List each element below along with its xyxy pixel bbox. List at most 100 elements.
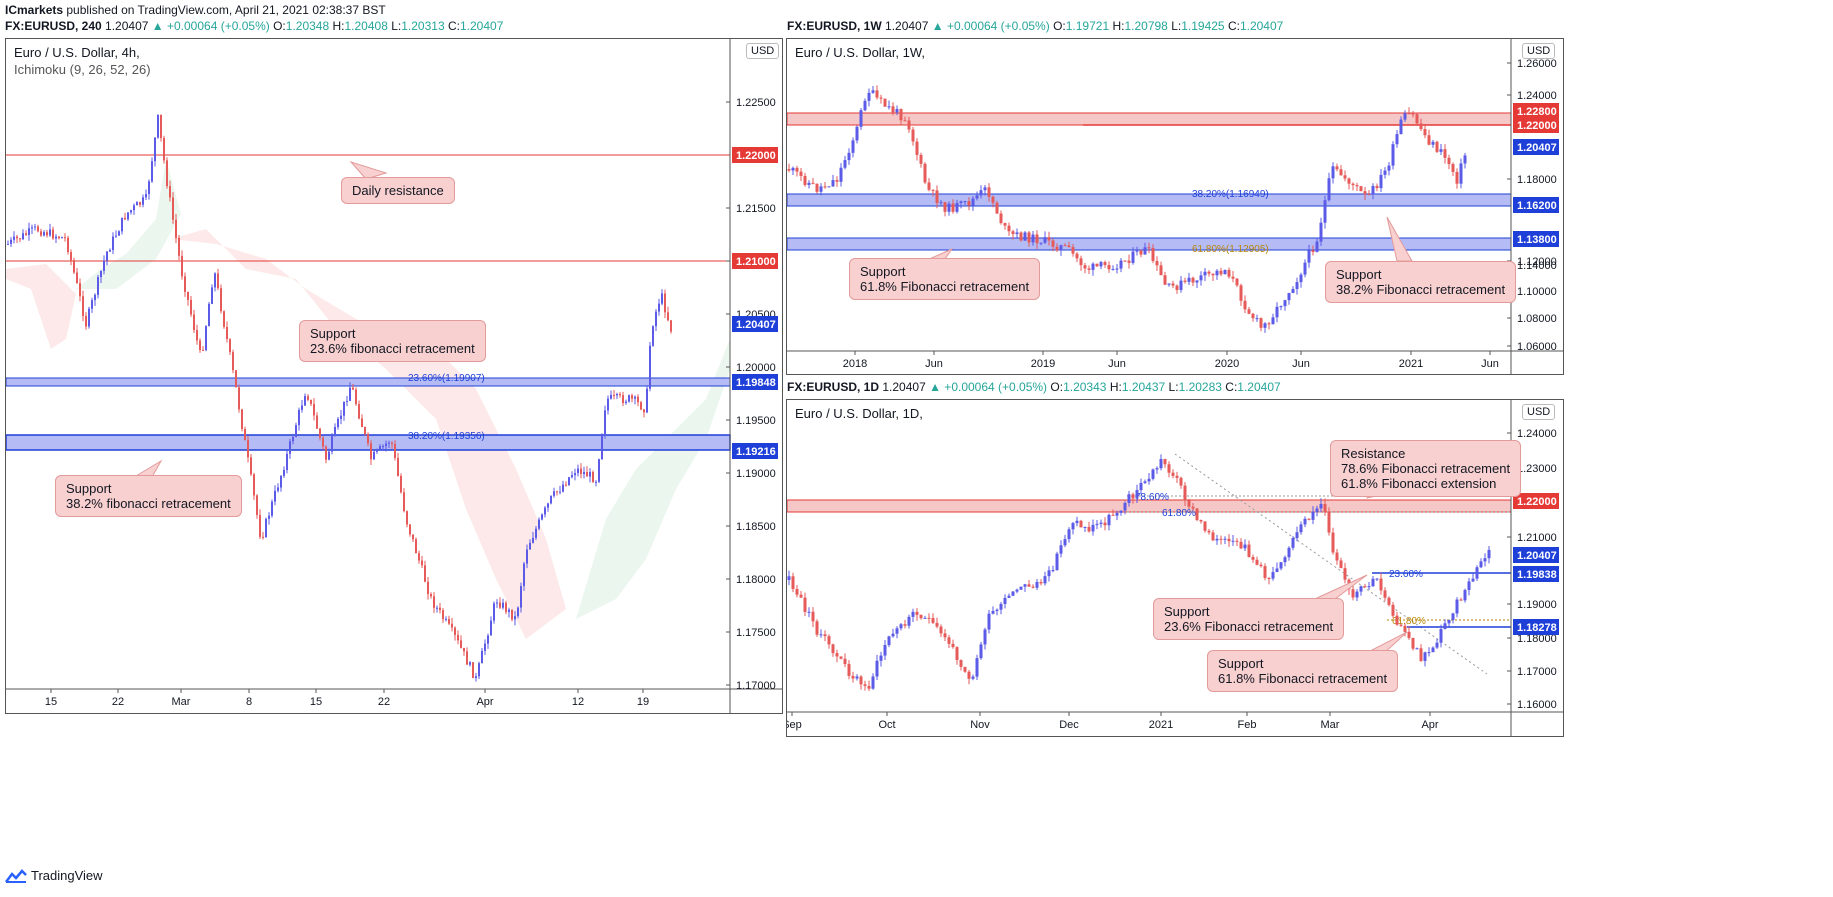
date-tick-label: Jun <box>1292 358 1310 370</box>
candle-body <box>205 326 207 351</box>
candle-body <box>145 194 147 198</box>
indicator-label[interactable]: Ichimoku (9, 26, 52, 26) <box>14 62 151 77</box>
candle-body <box>1183 485 1187 501</box>
candle-body <box>1403 113 1407 120</box>
currency-label[interactable]: USD <box>746 43 780 59</box>
candle-body <box>622 395 624 404</box>
chart-panel-1d[interactable]: 78.60% 61.80% 23.60% 61.80% 1.24000 1.23000 1.… <box>786 399 1564 737</box>
price-chart-svg[interactable]: 23.60%(1.19907) 38.20%(1.19356) 1.22500 1.2… <box>6 39 782 713</box>
candle-body <box>1179 477 1183 486</box>
candle-body <box>547 503 549 508</box>
candle-body <box>499 602 501 608</box>
candle-body <box>253 474 255 496</box>
candle-body <box>1371 185 1375 195</box>
candle-body <box>1131 251 1135 263</box>
candle-body <box>1235 278 1239 286</box>
date-tick-label: Feb <box>1238 719 1257 731</box>
candle-body <box>100 270 102 278</box>
note-resistance: Resistance 78.6% Fibonacci retracement 6… <box>1330 440 1522 497</box>
candle-body <box>88 308 90 327</box>
candle-body <box>971 676 975 679</box>
candle-body <box>319 428 321 438</box>
candle-body <box>991 611 995 614</box>
candle-body <box>1375 185 1379 189</box>
candle-body <box>1403 625 1407 632</box>
candle-body <box>604 410 606 434</box>
price-tag-label: 1.21000 <box>736 256 776 268</box>
candle-body <box>598 459 600 482</box>
candle-body <box>795 588 799 595</box>
candle-body <box>655 311 657 327</box>
candle-body <box>1203 521 1207 531</box>
price-chart-svg[interactable]: 38.20%(1.16949) 61.80%(1.12905) 1.26000 1.2… <box>787 39 1563 374</box>
candle-body <box>819 186 823 192</box>
candle-body <box>1063 539 1067 546</box>
candle-body <box>529 542 531 550</box>
candle-body <box>1195 508 1199 521</box>
candle-body <box>433 596 435 608</box>
price-tag-label: 1.16200 <box>1517 200 1557 212</box>
candle-body <box>1099 262 1103 267</box>
candle-body <box>1231 276 1235 279</box>
candle-body <box>807 611 811 613</box>
candle-body <box>1483 558 1487 562</box>
candle-body <box>1447 157 1451 165</box>
change-value: ▲ +0.00064 (+0.05%) <box>931 19 1050 33</box>
candle-body <box>1019 232 1023 241</box>
candle-body <box>1179 280 1183 290</box>
price-chart-svg[interactable]: 78.60% 61.80% 23.60% 61.80% 1.24000 1.23000 1.… <box>787 400 1563 736</box>
candle-body <box>847 152 851 161</box>
candle-body <box>1099 522 1103 524</box>
candle-body <box>472 662 474 678</box>
currency-label[interactable]: USD <box>1522 404 1556 420</box>
candle-body <box>799 594 803 598</box>
note-support-38-2: Support 38.2% fibonacci retracement <box>55 475 242 517</box>
candle-body <box>379 446 381 450</box>
currency-label[interactable]: USD <box>1522 43 1556 59</box>
candle-body <box>1411 113 1415 115</box>
candle-body <box>831 180 835 187</box>
high-label: H: <box>332 19 345 33</box>
candle-body <box>1203 271 1207 276</box>
candle-body <box>883 98 887 107</box>
candle-body <box>1415 648 1419 650</box>
candle-body <box>208 303 210 327</box>
chart-panel-1w[interactable]: 38.20%(1.16949) 61.80%(1.12905) 1.26000 1.2… <box>786 38 1564 375</box>
candle-body <box>1451 164 1455 172</box>
candle-body <box>1307 518 1311 520</box>
candle-body <box>637 396 639 403</box>
candle-body <box>807 182 811 185</box>
candle-body <box>1247 309 1251 314</box>
candle-body <box>1047 570 1051 577</box>
candle-body <box>1119 260 1123 269</box>
candle-body <box>1295 532 1299 539</box>
candle-body <box>891 106 895 113</box>
candle-body <box>1171 472 1175 476</box>
candle-body <box>103 260 105 271</box>
candle-body <box>1127 260 1131 263</box>
candle-body <box>1015 589 1019 592</box>
candle-body <box>1307 250 1311 263</box>
candle-body <box>1051 570 1055 572</box>
price-tag-label: 1.20407 <box>1517 142 1557 154</box>
candle-body <box>1163 459 1167 465</box>
chart-title: Euro / U.S. Dollar, 4h, <box>14 45 140 60</box>
candle-body <box>667 312 669 321</box>
author-name[interactable]: ICmarkets <box>5 3 64 17</box>
date-tick-label: Jun <box>1108 358 1126 370</box>
chart-panel-4h[interactable]: 23.60%(1.19907) 38.20%(1.19356) 1.22500 1.2… <box>5 38 783 714</box>
candle-body <box>427 581 429 595</box>
candle-body <box>565 484 567 486</box>
candle-body <box>463 647 465 652</box>
candle-body <box>891 633 895 637</box>
candle-body <box>79 283 81 297</box>
low-label: L: <box>1168 380 1179 394</box>
candle-body <box>951 203 955 212</box>
candle-body <box>1131 494 1135 499</box>
candle-body <box>1343 568 1347 580</box>
candle-body <box>175 219 177 238</box>
candle-body <box>1155 468 1159 470</box>
tradingview-branding[interactable]: TradingView <box>5 868 103 883</box>
candle-body <box>223 311 225 327</box>
candle-body <box>1219 270 1223 275</box>
